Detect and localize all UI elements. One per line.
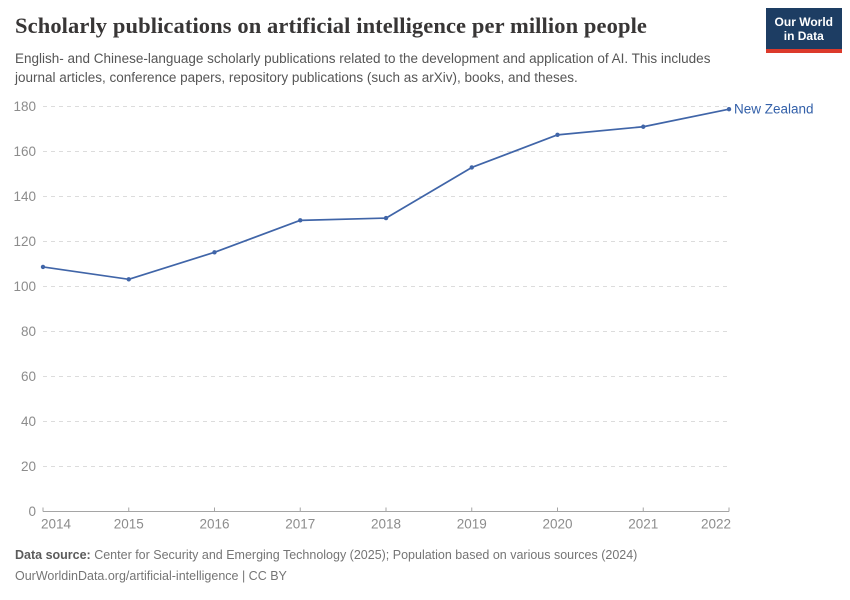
- y-axis-tick-label: 140: [13, 189, 36, 204]
- y-axis-tick-label: 80: [21, 324, 36, 339]
- line-chart-canvas: 0 20 40 60 80 100 120 140 160 180 2014 2015 2016 2017…: [13, 99, 814, 532]
- data-source-line: Data source: Center for Security and Eme…: [15, 545, 637, 566]
- chart-footer: Data source: Center for Security and Eme…: [15, 545, 637, 587]
- y-axis-tick-label: 40: [21, 414, 36, 429]
- license-line: OurWorldinData.org/artificial-intelligen…: [15, 569, 287, 583]
- x-axis-tick-label: 2021: [628, 517, 658, 532]
- owid-logo[interactable]: Our World in Data: [765, 8, 842, 53]
- x-axis-tick-label: 2020: [542, 517, 572, 532]
- data-source-text: Center for Security and Emerging Technol…: [90, 548, 638, 562]
- data-point[interactable]: [383, 215, 389, 221]
- x-axis-tick-label: 2019: [457, 517, 487, 532]
- data-point[interactable]: [641, 124, 646, 129]
- x-axis-tick-label: 2015: [114, 517, 144, 532]
- data-point[interactable]: [469, 165, 474, 170]
- data-source-label: Data source:: [15, 548, 91, 562]
- y-axis-tick-label: 180: [13, 99, 36, 114]
- x-axis-tick-label: 2018: [371, 517, 401, 532]
- y-axis-tick-label: 160: [13, 144, 36, 159]
- data-point[interactable]: [298, 218, 303, 223]
- data-point[interactable]: [726, 107, 732, 112]
- data-point[interactable]: [555, 132, 560, 138]
- x-axis-tick-label: 2017: [285, 517, 315, 532]
- x-axis-tick-label: 2022: [701, 517, 731, 532]
- x-axis-tick-label: 2014: [41, 517, 72, 532]
- y-axis-tick-label: 120: [13, 234, 36, 249]
- x-axis-tick-label: 2016: [199, 517, 229, 532]
- y-axis-tick-label: 0: [28, 504, 36, 519]
- data-line[interactable]: [42, 108, 730, 281]
- y-axis-tick-label: 60: [21, 369, 36, 384]
- y-axis-tick-label: 100: [13, 279, 36, 294]
- data-point[interactable]: [40, 264, 46, 270]
- page-title: Scholarly publications on artificial int…: [15, 13, 648, 38]
- y-axis-tick-label: 20: [21, 459, 36, 474]
- series-end-label[interactable]: New Zealand: [734, 102, 814, 117]
- chart-subtitle: English- and Chinese-language scholarly …: [15, 51, 711, 85]
- owid-logo-line2: in Data: [783, 29, 824, 43]
- data-point[interactable]: [126, 277, 131, 282]
- owid-logo-line1: Our World: [774, 15, 833, 29]
- data-point[interactable]: [212, 250, 217, 255]
